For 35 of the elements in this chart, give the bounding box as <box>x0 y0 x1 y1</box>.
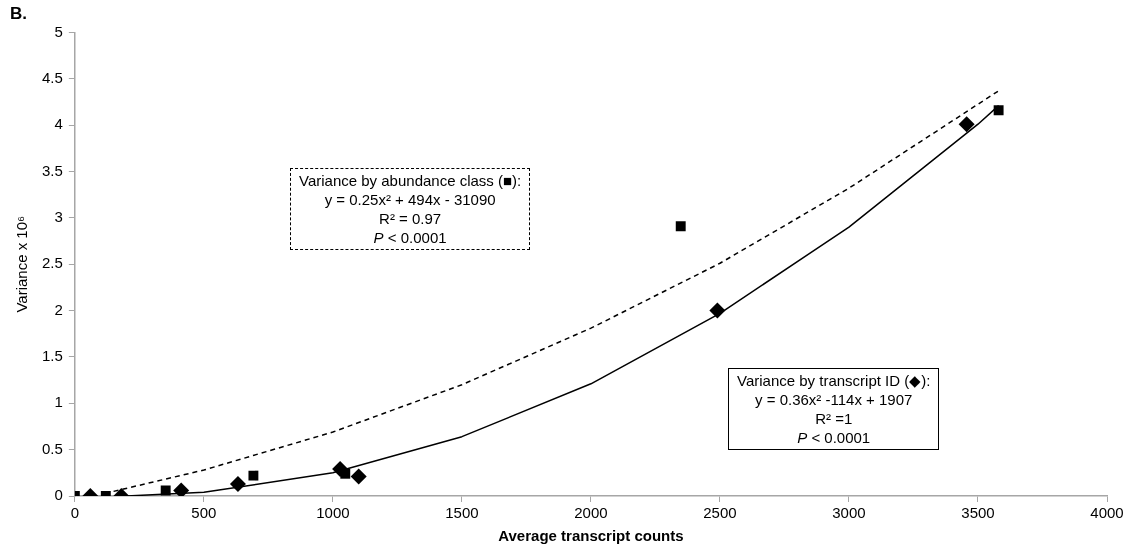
point <box>340 468 351 479</box>
y-tick-label: 5 <box>54 22 63 40</box>
y-tick-label: 2.5 <box>41 254 63 272</box>
point <box>160 485 171 496</box>
x-tick-label: 0 <box>70 504 80 522</box>
point <box>229 475 246 492</box>
y-tick-label: 2 <box>54 300 63 318</box>
point <box>173 482 190 496</box>
y-tick-label: 3 <box>54 207 63 225</box>
chart-title: B. <box>10 3 27 23</box>
point <box>709 302 726 319</box>
y-tick-label: 4 <box>54 115 63 133</box>
x-tick-label: 3000 <box>832 504 866 522</box>
x-tick-label: 2500 <box>703 504 737 522</box>
point <box>350 468 367 485</box>
point <box>993 105 1004 116</box>
y-tick-label: 0 <box>54 486 63 504</box>
y-tick-label: 0.5 <box>41 439 63 457</box>
x-tick-label: 3500 <box>961 504 995 522</box>
point <box>675 221 686 232</box>
x-axis-title: Average transcript counts <box>498 527 684 545</box>
annotation: Variance by abundance class (■): y = 0.25x² + 494x - 31090 R² = 0.97 P < 0.0001 <box>299 171 522 247</box>
y-tick-label: 3.5 <box>41 161 63 179</box>
y-axis-title: Variance x 10⁶ <box>13 215 31 313</box>
annotation: Variance by transcript ID (◆): y = 0.36x² -114x + 1907 R² =1 P < 0.0001 <box>737 371 931 447</box>
x-tick-label: 4000 <box>1090 504 1124 522</box>
point <box>958 116 975 133</box>
x-tick-label: 500 <box>191 504 217 522</box>
x-tick-label: 1000 <box>316 504 350 522</box>
point <box>248 470 259 481</box>
x-tick-label: 2000 <box>574 504 608 522</box>
y-tick-label: 1.5 <box>41 347 63 365</box>
y-tick-label: 4.5 <box>41 68 63 86</box>
y-tick-label: 1 <box>54 393 63 411</box>
x-tick-label: 1500 <box>445 504 479 522</box>
